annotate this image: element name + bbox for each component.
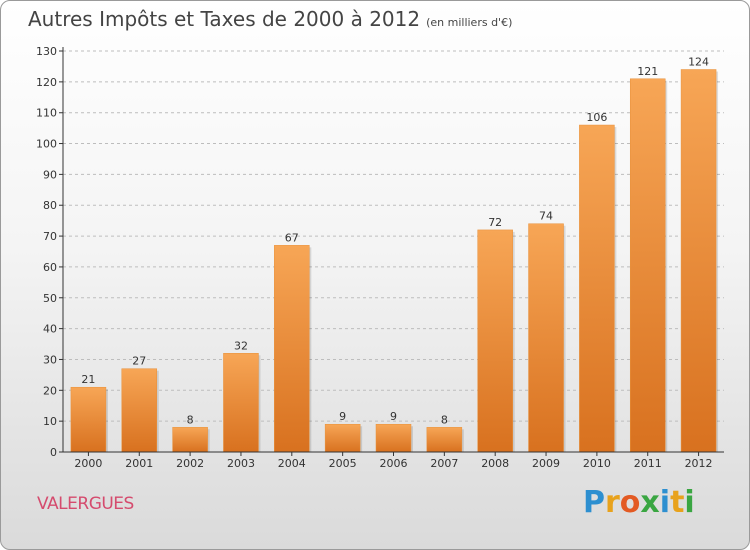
- x-tick-label: 2012: [685, 457, 713, 470]
- bar-value-label: 106: [586, 111, 607, 124]
- bar: [426, 427, 463, 453]
- bar-value-label: 9: [339, 410, 346, 423]
- bar: [324, 423, 361, 453]
- bar-value-label: 27: [132, 355, 146, 368]
- y-tick-label: 100: [36, 138, 57, 151]
- logo-letter: r: [605, 485, 620, 520]
- bar: [528, 223, 564, 453]
- bar-value-label: 8: [187, 413, 194, 426]
- logo-letter: i: [684, 485, 695, 520]
- x-tick-label: 2010: [583, 457, 611, 470]
- bar: [375, 423, 412, 453]
- chart-title-text: Autres Impôts et Taxes de 2000 à 2012: [28, 7, 421, 31]
- y-tick-label: 110: [36, 107, 57, 120]
- y-tick-label: 80: [43, 199, 57, 212]
- bar-value-label: 124: [688, 56, 709, 69]
- y-tick-label: 130: [36, 45, 57, 58]
- chart-title: Autres Impôts et Taxes de 2000 à 2012 (en…: [28, 7, 512, 31]
- logo-letter: P: [583, 485, 605, 520]
- y-tick-label: 70: [43, 230, 57, 243]
- bar-value-label: 72: [488, 216, 502, 229]
- y-tick-label: 0: [50, 446, 57, 459]
- x-tick-label: 2002: [176, 457, 204, 470]
- x-tick-label: 2004: [278, 457, 306, 470]
- bar-value-label: 121: [637, 65, 658, 78]
- y-tick-label: 40: [43, 323, 57, 336]
- y-tick-label: 90: [43, 168, 57, 181]
- bar: [121, 368, 158, 453]
- y-tick-label: 60: [43, 261, 57, 274]
- gridlines: [63, 50, 724, 422]
- x-tick-label: 2003: [227, 457, 255, 470]
- x-tick-label: 2005: [329, 457, 357, 470]
- x-tick-label: 2000: [74, 457, 102, 470]
- chart-unit-label: (en milliers d'€): [426, 16, 513, 29]
- x-tick-label: 2009: [532, 457, 560, 470]
- bar: [223, 353, 259, 453]
- y-tick-label: 120: [36, 76, 57, 89]
- bar: [579, 124, 615, 453]
- x-tick-label: 2011: [634, 457, 662, 470]
- logo-letter: o: [619, 485, 641, 520]
- bars: 21 27 8 32 67 9 9 8 72 74 106 121 124: [70, 56, 719, 453]
- y-tick-label: 30: [43, 353, 57, 366]
- bar-value-label: 21: [81, 373, 95, 386]
- axes: 0 10 20 30 40 50 60 70 80 90 100 110 120 130 2000 2001 2…: [36, 45, 724, 470]
- bar-value-label: 32: [234, 339, 248, 352]
- bar-value-label: 74: [539, 210, 553, 223]
- x-tick-label: 2001: [125, 457, 153, 470]
- x-tick-label: 2006: [380, 457, 408, 470]
- bar: [477, 229, 513, 453]
- bar: [70, 386, 107, 453]
- y-tick-label: 20: [43, 384, 57, 397]
- x-tick-label: 2007: [430, 457, 458, 470]
- logo-letter: i: [659, 485, 671, 520]
- x-tick-label: 2008: [481, 457, 509, 470]
- bar: [172, 427, 208, 453]
- logo-letter: t: [670, 485, 685, 520]
- bar: [680, 69, 717, 453]
- location-name: VALERGUES: [37, 494, 134, 514]
- bar-value-label: 67: [285, 231, 299, 244]
- bar-value-label: 8: [441, 413, 448, 426]
- y-tick-label: 50: [43, 292, 57, 305]
- proxiti-logo[interactable]: Proxiti: [583, 485, 695, 520]
- bar: [629, 78, 666, 453]
- logo-letter: x: [640, 485, 660, 520]
- y-tick-label: 10: [43, 415, 57, 428]
- bar: [274, 245, 310, 453]
- bar-value-label: 9: [390, 410, 397, 423]
